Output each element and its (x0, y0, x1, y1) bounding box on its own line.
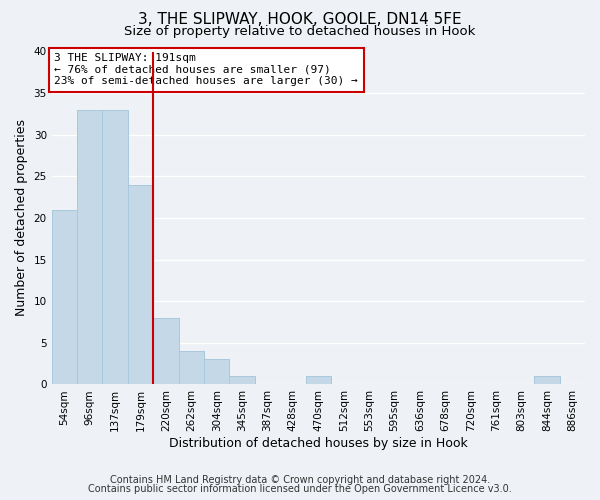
Bar (229, 376, 255, 384)
Bar (204, 360, 229, 384)
Bar (103, 110, 128, 384)
Bar (77, 110, 103, 384)
Bar (534, 376, 560, 384)
Bar (179, 351, 204, 384)
Text: Contains public sector information licensed under the Open Government Licence v3: Contains public sector information licen… (88, 484, 512, 494)
Y-axis label: Number of detached properties: Number of detached properties (15, 120, 28, 316)
Text: 3, THE SLIPWAY, HOOK, GOOLE, DN14 5FE: 3, THE SLIPWAY, HOOK, GOOLE, DN14 5FE (138, 12, 462, 28)
X-axis label: Distribution of detached houses by size in Hook: Distribution of detached houses by size … (169, 437, 468, 450)
Bar (305, 376, 331, 384)
Bar (128, 184, 153, 384)
Text: Contains HM Land Registry data © Crown copyright and database right 2024.: Contains HM Land Registry data © Crown c… (110, 475, 490, 485)
Bar (52, 210, 77, 384)
Text: Size of property relative to detached houses in Hook: Size of property relative to detached ho… (124, 25, 476, 38)
Bar (153, 318, 179, 384)
Text: 3 THE SLIPWAY: 191sqm
← 76% of detached houses are smaller (97)
23% of semi-deta: 3 THE SLIPWAY: 191sqm ← 76% of detached … (55, 53, 358, 86)
